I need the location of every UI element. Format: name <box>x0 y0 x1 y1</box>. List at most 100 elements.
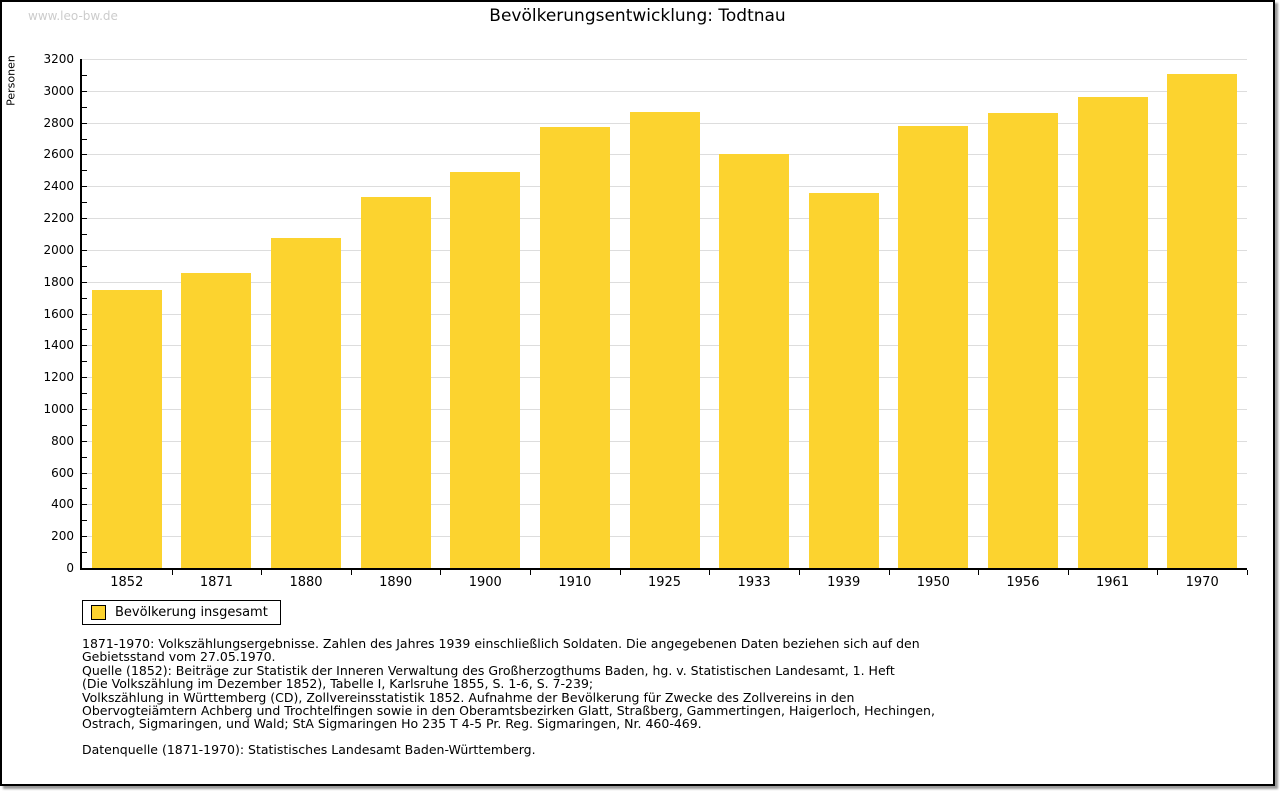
x-axis-label-1871: 1871 <box>199 575 233 590</box>
y-axis-label: 800 <box>51 433 74 448</box>
y-axis-tick <box>82 408 87 410</box>
y-axis-tick <box>82 488 87 490</box>
bar-1970 <box>1167 74 1238 568</box>
y-axis-tick <box>82 170 87 172</box>
legend-swatch-icon <box>91 605 106 620</box>
y-axis-label: 1400 <box>43 338 74 353</box>
y-axis-tick <box>82 202 87 204</box>
x-axis-label-1939: 1939 <box>827 575 861 590</box>
y-axis-tick <box>82 472 87 474</box>
y-axis-tick <box>82 520 87 522</box>
x-axis-label-1970: 1970 <box>1185 575 1219 590</box>
y-axis-tick <box>82 186 87 188</box>
x-axis-label-1950: 1950 <box>916 575 950 590</box>
x-axis-label-1890: 1890 <box>379 575 413 590</box>
y-axis-tick <box>82 552 87 554</box>
y-axis-label: 2200 <box>43 211 74 226</box>
y-axis-tick <box>82 265 87 267</box>
footnote-line: Gebietsstand vom 27.05.1970. <box>82 649 276 665</box>
x-axis-label-1910: 1910 <box>558 575 592 590</box>
footnote-line: Obervogteiämtern Achberg und Trochtelfin… <box>82 703 935 719</box>
x-axis-tick <box>1157 570 1159 575</box>
x-axis-line <box>80 568 1247 570</box>
x-axis-label-1956: 1956 <box>1006 575 1040 590</box>
y-axis-tick <box>82 424 87 426</box>
y-axis-tick <box>82 90 87 92</box>
x-axis-label-1933: 1933 <box>737 575 771 590</box>
y-axis-tick <box>82 281 87 283</box>
y-axis-tick <box>82 377 87 379</box>
y-axis-tick <box>82 536 87 538</box>
y-axis-tick <box>82 154 87 156</box>
x-axis-label-1852: 1852 <box>110 575 144 590</box>
y-axis-tick <box>82 218 87 220</box>
y-axis-label: 2800 <box>43 115 74 130</box>
y-axis-label: 2600 <box>43 147 74 162</box>
y-axis-label: 0 <box>66 561 74 575</box>
y-axis-tick <box>82 297 87 299</box>
x-axis-tick <box>978 570 980 575</box>
x-axis-tick <box>798 570 800 575</box>
footnote-line: Quelle (1852): Beiträge zur Statistik de… <box>82 662 895 678</box>
gridline <box>82 90 1247 92</box>
bar-1961 <box>1077 97 1148 568</box>
y-axis-label: 3000 <box>43 83 74 98</box>
bar-1910 <box>539 127 610 568</box>
bar-1880 <box>271 237 342 568</box>
bar-1950 <box>898 125 969 568</box>
y-axis-tick <box>82 504 87 506</box>
x-axis-tick <box>888 570 890 575</box>
x-axis-label-1961: 1961 <box>1096 575 1130 590</box>
x-axis-tick <box>709 570 711 575</box>
bar-1852 <box>91 289 162 568</box>
x-axis-label-1925: 1925 <box>647 575 682 590</box>
bar-1956 <box>987 113 1058 568</box>
bar-1925 <box>629 112 700 568</box>
legend: Bevölkerung insgesamt <box>82 600 281 625</box>
bar-1933 <box>719 154 790 568</box>
y-axis-label: 200 <box>51 529 74 544</box>
x-axis-tick <box>350 570 352 575</box>
footnote-line: Volkszählung in Württemberg (CD), Zollve… <box>82 689 855 705</box>
x-axis-tick <box>440 570 442 575</box>
page-title: Bevölkerungsentwicklung: Todtnau <box>489 6 786 26</box>
bar-1939 <box>808 193 879 568</box>
y-axis-line <box>80 59 82 570</box>
y-axis-label: 1800 <box>43 274 74 289</box>
x-axis-tick <box>1247 570 1248 575</box>
x-axis-label-1880: 1880 <box>289 575 323 590</box>
y-axis-tick <box>82 361 87 363</box>
y-axis-label: 1000 <box>43 401 74 416</box>
footnote-line: Ostrach, Sigmaringen, und Wald; StA Sigm… <box>82 716 702 732</box>
footnotes: 1871-1970: Volkszählungsergebnisse. Zahl… <box>82 637 935 731</box>
y-axis-tick <box>82 456 87 458</box>
footnote-line: 1871-1970: Volkszählungsergebnisse. Zahl… <box>82 636 920 651</box>
legend-label: Bevölkerung insgesamt <box>115 605 268 620</box>
x-axis-tick <box>171 570 173 575</box>
bar-1890 <box>360 197 431 568</box>
y-axis-tick <box>82 106 87 108</box>
y-axis-tick <box>82 74 87 76</box>
watermark-url: www.leo-bw.de <box>28 9 118 23</box>
gridline <box>82 59 1247 60</box>
y-axis-tick <box>82 138 87 140</box>
y-axis-tick <box>82 122 87 124</box>
y-axis-label: 400 <box>51 497 74 512</box>
y-axis-tick <box>82 313 87 315</box>
y-axis-label: 2400 <box>43 179 74 194</box>
y-axis-label: 600 <box>51 465 74 480</box>
y-axis-label: 1600 <box>43 306 74 321</box>
bar-1871 <box>181 272 252 568</box>
y-axis-tick <box>82 393 87 395</box>
footnote-line: (Die Volkszählung im Dezember 1852), Tab… <box>82 676 594 692</box>
x-axis-tick <box>261 570 263 575</box>
y-axis-label: 3200 <box>43 52 74 66</box>
x-axis-label-1900: 1900 <box>468 575 502 590</box>
y-axis-tick <box>82 345 87 347</box>
x-axis-tick <box>619 570 621 575</box>
y-axis-label: 2000 <box>43 242 74 257</box>
y-axis-tick <box>82 440 87 442</box>
y-axis-label: 1200 <box>43 370 74 385</box>
x-axis-tick <box>1067 570 1069 575</box>
